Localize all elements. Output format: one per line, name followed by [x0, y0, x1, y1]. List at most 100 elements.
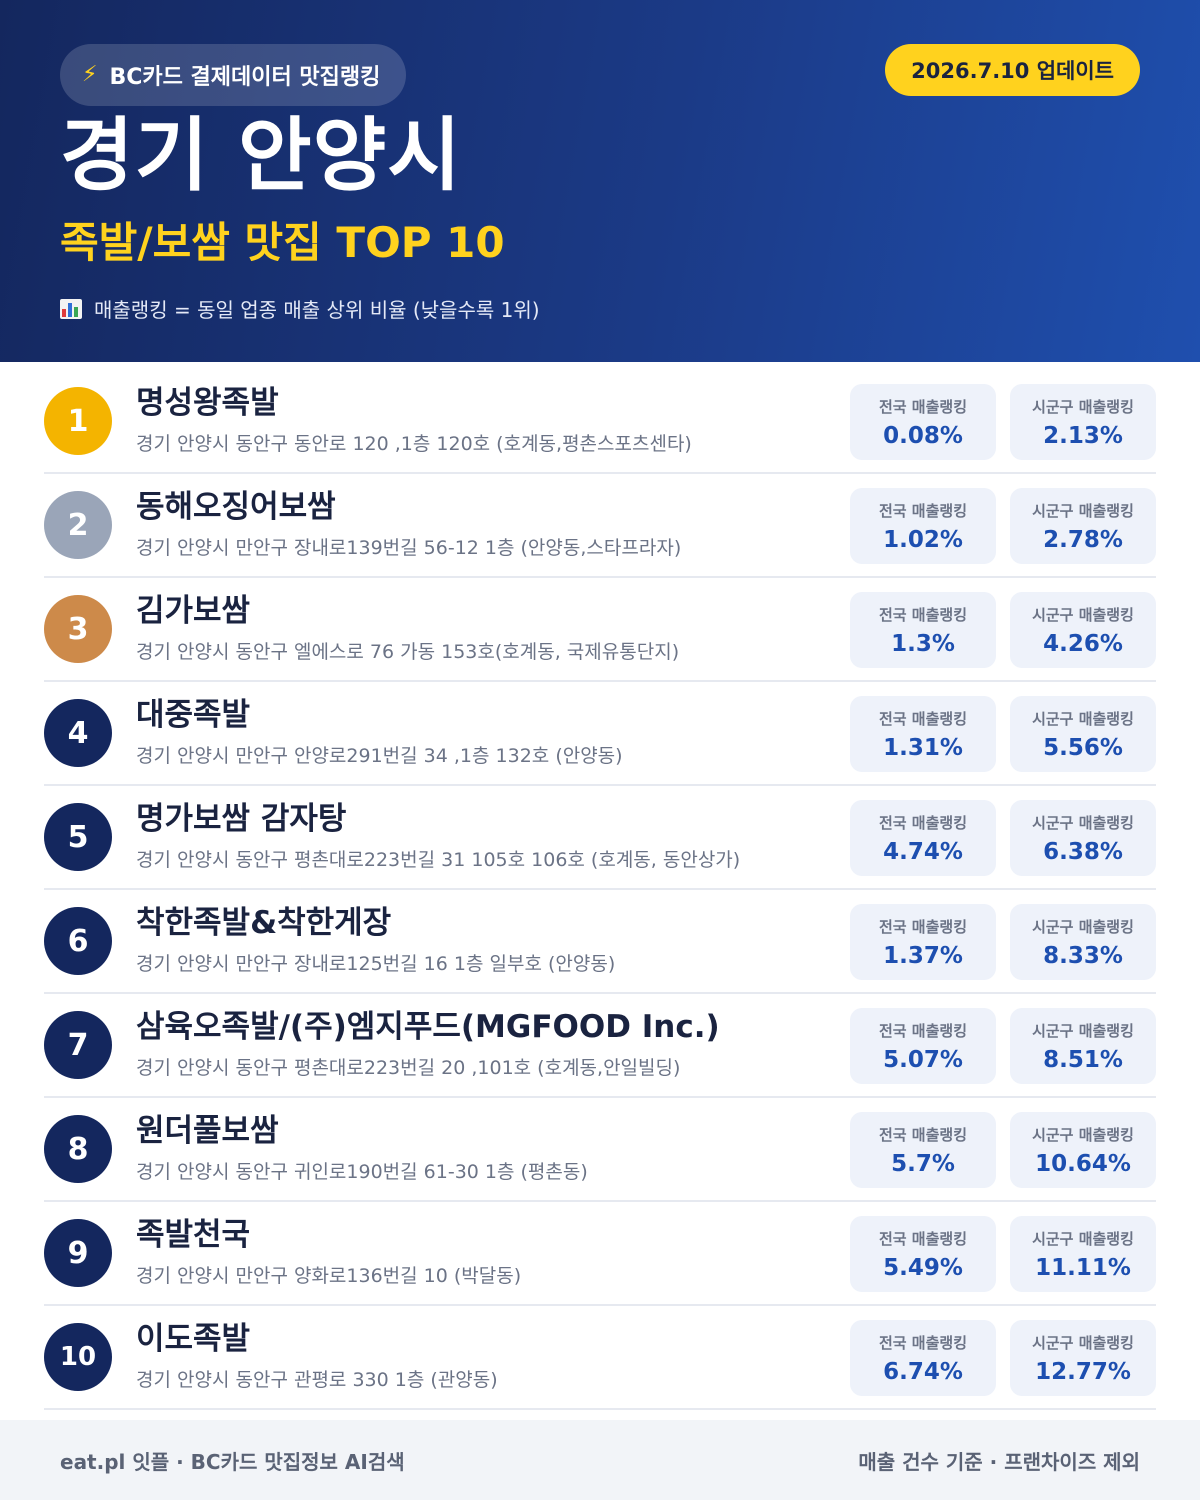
- district-ranking-value: 12.77%: [1035, 1358, 1131, 1385]
- restaurant-info: 족발천국 경기 안양시 만안구 양화로136번길 10 (박달동): [136, 1216, 836, 1288]
- district-ranking-label: 시군구 매출랭킹: [1032, 1333, 1134, 1352]
- district-ranking-label: 시군구 매출랭킹: [1032, 501, 1134, 520]
- national-ranking-value: 5.07%: [883, 1046, 963, 1073]
- district-ranking-value: 2.78%: [1043, 526, 1123, 553]
- national-ranking-value: 1.3%: [891, 630, 955, 657]
- national-ranking-label: 전국 매출랭킹: [878, 397, 968, 416]
- restaurant-row[interactable]: 2 동해오징어보쌈 경기 안양시 만안구 장내로139번길 56-12 1층 (…: [44, 474, 1156, 578]
- ranking-note-text: 매출랭킹 = 동일 업종 매출 상위 비율 (낮을수록 1위): [94, 298, 540, 322]
- restaurant-address: 경기 안양시 만안구 안양로291번길 34 ,1층 132호 (안양동): [136, 744, 623, 767]
- district-ranking-box: 시군구 매출랭킹 4.26%: [1010, 592, 1156, 668]
- rank-badge: 10: [44, 1323, 112, 1391]
- restaurant-address: 경기 안양시 동안구 동안로 120 ,1층 120호 (호계동,평촌스포츠센타…: [136, 432, 692, 455]
- restaurant-info: 대중족발 경기 안양시 만안구 안양로291번길 34 ,1층 132호 (안양…: [136, 696, 836, 768]
- national-ranking-value: 5.7%: [891, 1150, 955, 1177]
- category-subtitle: 족발/보쌈 맛집 TOP 10: [60, 218, 505, 267]
- district-ranking-box: 시군구 매출랭킹 12.77%: [1010, 1320, 1156, 1396]
- restaurant-name[interactable]: 삼육오족발/(주)엠지푸드(MGFOOD Inc.): [136, 1009, 720, 1045]
- national-ranking-value: 6.74%: [883, 1358, 963, 1385]
- restaurant-address: 경기 안양시 만안구 양화로136번길 10 (박달동): [136, 1264, 522, 1287]
- rank-badge: 7: [44, 1011, 112, 1079]
- restaurant-info: 명성왕족발 경기 안양시 동안구 동안로 120 ,1층 120호 (호계동,평…: [136, 384, 836, 456]
- footer: eat.pl 잇플 · BC카드 맛집정보 AI검색 매출 건수 기준 · 프랜…: [0, 1420, 1200, 1500]
- restaurant-name[interactable]: 착한족발&착한게장: [136, 905, 392, 941]
- restaurant-name[interactable]: 명가보쌈 감자탕: [136, 801, 347, 837]
- district-ranking-box: 시군구 매출랭킹 2.78%: [1010, 488, 1156, 564]
- national-ranking-label: 전국 매출랭킹: [878, 605, 968, 624]
- district-ranking-label: 시군구 매출랭킹: [1032, 605, 1134, 624]
- source-badge: ⚡ BC카드 결제데이터 맛집랭킹: [60, 44, 407, 106]
- national-ranking-label: 전국 매출랭킹: [878, 709, 968, 728]
- national-ranking-box: 전국 매출랭킹 5.7%: [850, 1112, 996, 1188]
- national-ranking-box: 전국 매출랭킹 1.31%: [850, 696, 996, 772]
- restaurant-name[interactable]: 김가보쌈: [136, 593, 251, 629]
- district-ranking-label: 시군구 매출랭킹: [1032, 1021, 1134, 1040]
- national-ranking-box: 전국 매출랭킹 6.74%: [850, 1320, 996, 1396]
- restaurant-name[interactable]: 동해오징어보쌈: [136, 489, 336, 525]
- national-ranking-label: 전국 매출랭킹: [878, 1021, 968, 1040]
- restaurant-list: 1 명성왕족발 경기 안양시 동안구 동안로 120 ,1층 120호 (호계동…: [44, 370, 1156, 1410]
- district-ranking-box: 시군구 매출랭킹 8.51%: [1010, 1008, 1156, 1084]
- district-ranking-value: 8.33%: [1043, 942, 1123, 969]
- restaurant-name[interactable]: 이도족발: [136, 1321, 251, 1357]
- national-ranking-box: 전국 매출랭킹 1.3%: [850, 592, 996, 668]
- lightning-bolt-icon: ⚡: [82, 62, 98, 87]
- national-ranking-box: 전국 매출랭킹 1.02%: [850, 488, 996, 564]
- district-ranking-label: 시군구 매출랭킹: [1032, 1125, 1134, 1144]
- restaurant-info: 명가보쌈 감자탕 경기 안양시 동안구 평촌대로223번길 31 105호 10…: [136, 800, 836, 872]
- rank-badge: 4: [44, 699, 112, 767]
- district-ranking-value: 11.11%: [1035, 1254, 1131, 1281]
- national-ranking-box: 전국 매출랭킹 5.49%: [850, 1216, 996, 1292]
- district-ranking-box: 시군구 매출랭킹 5.56%: [1010, 696, 1156, 772]
- restaurant-row[interactable]: 9 족발천국 경기 안양시 만안구 양화로136번길 10 (박달동) 전국 매…: [44, 1202, 1156, 1306]
- rank-badge: 1: [44, 387, 112, 455]
- restaurant-address: 경기 안양시 동안구 관평로 330 1층 (관양동): [136, 1368, 498, 1391]
- district-ranking-value: 10.64%: [1035, 1150, 1131, 1177]
- source-label: BC카드 결제데이터 맛집랭킹: [109, 65, 381, 90]
- national-ranking-value: 1.31%: [883, 734, 963, 761]
- rank-badge: 8: [44, 1115, 112, 1183]
- restaurant-row[interactable]: 3 김가보쌈 경기 안양시 동안구 엘에스로 76 가동 153호(호계동, 국…: [44, 578, 1156, 682]
- restaurant-row[interactable]: 8 원더풀보쌈 경기 안양시 동안구 귀인로190번길 61-30 1층 (평촌…: [44, 1098, 1156, 1202]
- restaurant-row[interactable]: 10 이도족발 경기 안양시 동안구 관평로 330 1층 (관양동) 전국 매…: [44, 1306, 1156, 1410]
- restaurant-name[interactable]: 명성왕족발: [136, 385, 279, 421]
- rank-badge: 5: [44, 803, 112, 871]
- restaurant-name[interactable]: 대중족발: [136, 697, 251, 733]
- restaurant-name[interactable]: 족발천국: [136, 1217, 251, 1253]
- rank-badge: 9: [44, 1219, 112, 1287]
- restaurant-row[interactable]: 7 삼육오족발/(주)엠지푸드(MGFOOD Inc.) 경기 안양시 동안구 …: [44, 994, 1156, 1098]
- restaurant-address: 경기 안양시 동안구 엘에스로 76 가동 153호(호계동, 국제유통단지): [136, 640, 680, 663]
- national-ranking-box: 전국 매출랭킹 0.08%: [850, 384, 996, 460]
- district-ranking-value: 6.38%: [1043, 838, 1123, 865]
- restaurant-row[interactable]: 1 명성왕족발 경기 안양시 동안구 동안로 120 ,1층 120호 (호계동…: [44, 370, 1156, 474]
- ranking-note: 매출랭킹 = 동일 업종 매출 상위 비율 (낮을수록 1위): [60, 294, 540, 323]
- district-ranking-box: 시군구 매출랭킹 10.64%: [1010, 1112, 1156, 1188]
- restaurant-info: 원더풀보쌈 경기 안양시 동안구 귀인로190번길 61-30 1층 (평촌동): [136, 1112, 836, 1184]
- district-ranking-box: 시군구 매출랭킹 2.13%: [1010, 384, 1156, 460]
- district-ranking-label: 시군구 매출랭킹: [1032, 813, 1134, 832]
- national-ranking-label: 전국 매출랭킹: [878, 1229, 968, 1248]
- restaurant-info: 김가보쌈 경기 안양시 동안구 엘에스로 76 가동 153호(호계동, 국제유…: [136, 592, 836, 664]
- restaurant-address: 경기 안양시 동안구 평촌대로223번길 31 105호 106호 (호계동, …: [136, 848, 741, 871]
- district-ranking-box: 시군구 매출랭킹 11.11%: [1010, 1216, 1156, 1292]
- restaurant-info: 착한족발&착한게장 경기 안양시 만안구 장내로125번길 16 1층 일부호 …: [136, 904, 836, 976]
- national-ranking-value: 4.74%: [883, 838, 963, 865]
- restaurant-address: 경기 안양시 동안구 평촌대로223번길 20 ,101호 (호계동,안일빌딩): [136, 1056, 681, 1079]
- national-ranking-label: 전국 매출랭킹: [878, 501, 968, 520]
- restaurant-row[interactable]: 4 대중족발 경기 안양시 만안구 안양로291번길 34 ,1층 132호 (…: [44, 682, 1156, 786]
- restaurant-info: 이도족발 경기 안양시 동안구 관평로 330 1층 (관양동): [136, 1320, 836, 1392]
- city-title: 경기 안양시: [60, 109, 462, 202]
- district-ranking-box: 시군구 매출랭킹 8.33%: [1010, 904, 1156, 980]
- national-ranking-box: 전국 매출랭킹 4.74%: [850, 800, 996, 876]
- restaurant-row[interactable]: 6 착한족발&착한게장 경기 안양시 만안구 장내로125번길 16 1층 일부…: [44, 890, 1156, 994]
- district-ranking-value: 8.51%: [1043, 1046, 1123, 1073]
- restaurant-address: 경기 안양시 동안구 귀인로190번길 61-30 1층 (평촌동): [136, 1160, 588, 1183]
- district-ranking-label: 시군구 매출랭킹: [1032, 1229, 1134, 1248]
- national-ranking-value: 1.02%: [883, 526, 963, 553]
- rank-badge: 2: [44, 491, 112, 559]
- restaurant-name[interactable]: 원더풀보쌈: [136, 1113, 279, 1149]
- restaurant-address: 경기 안양시 만안구 장내로125번길 16 1층 일부호 (안양동): [136, 952, 616, 975]
- national-ranking-label: 전국 매출랭킹: [878, 917, 968, 936]
- district-ranking-label: 시군구 매출랭킹: [1032, 709, 1134, 728]
- restaurant-row[interactable]: 5 명가보쌈 감자탕 경기 안양시 동안구 평촌대로223번길 31 105호 …: [44, 786, 1156, 890]
